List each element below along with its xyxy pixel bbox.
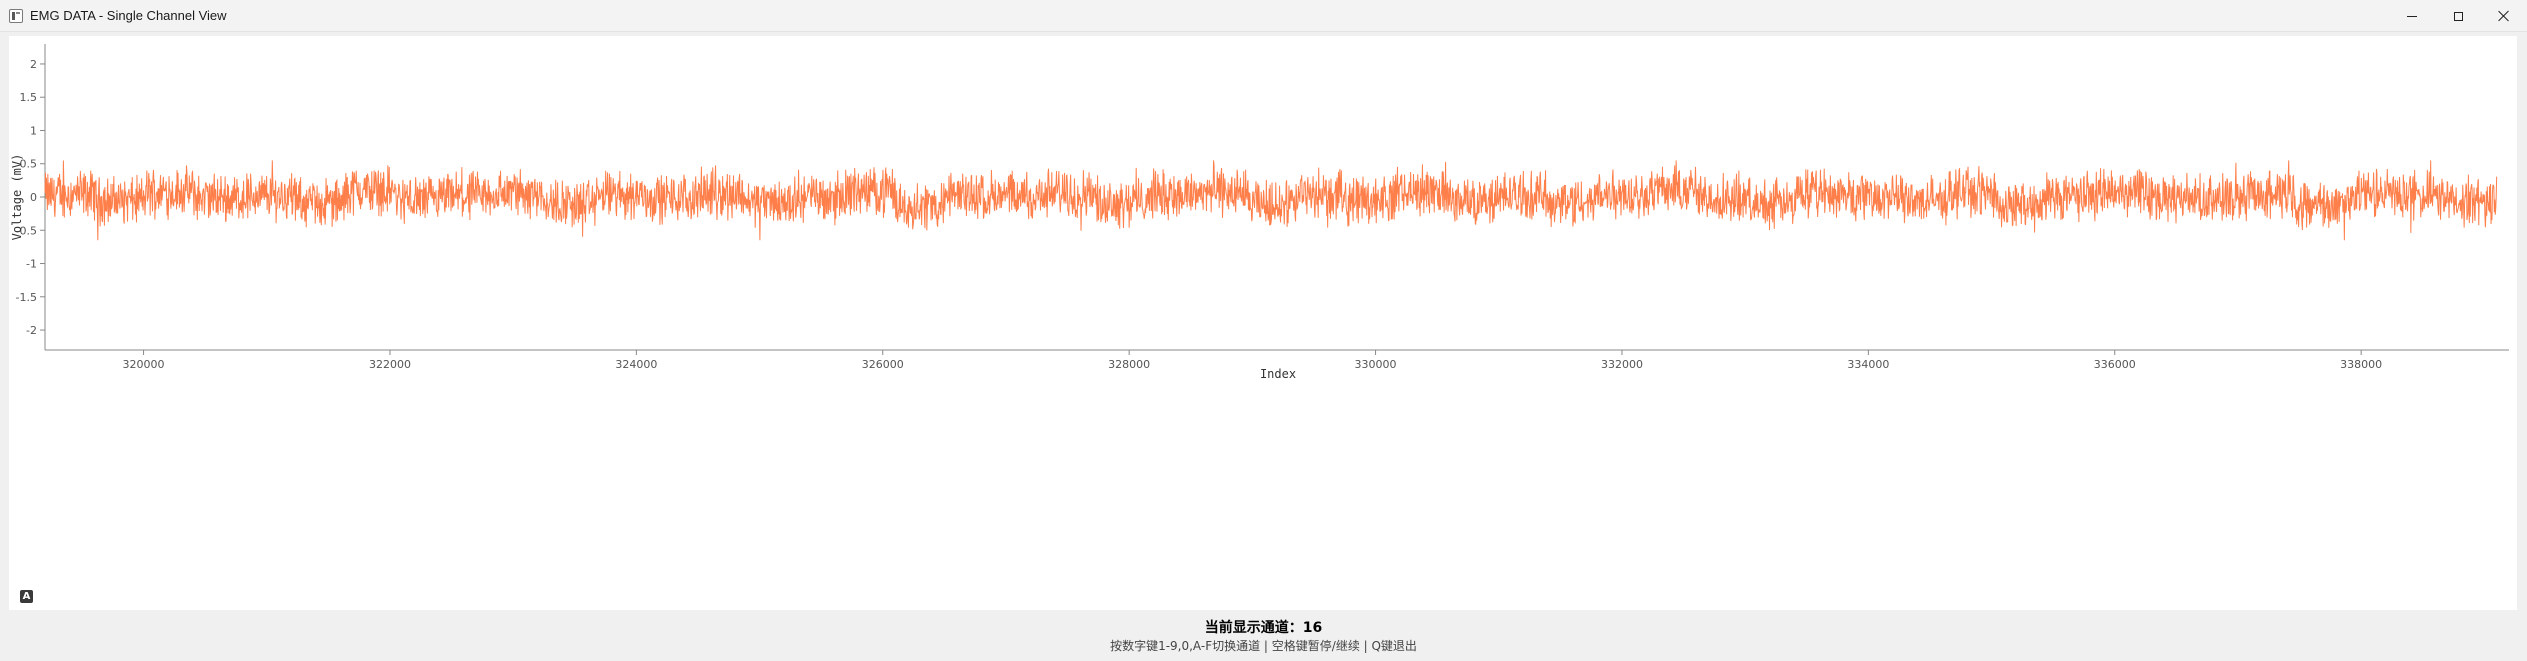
x-tick-label: 332000 — [1601, 358, 1643, 371]
y-tick-label: -1.5 — [16, 291, 37, 304]
y-axis: -2 -1.5 -1 -0.5 0 0.5 1 1.5 2 — [16, 44, 46, 350]
emg-chart[interactable]: -2 -1.5 -1 -0.5 0 0.5 1 1.5 2 320000 322000 324000… — [9, 36, 2517, 610]
y-tick-label: 0 — [30, 191, 37, 204]
channel-prefix: 当前显示通道： — [1204, 620, 1303, 636]
x-tick-label: 336000 — [2094, 358, 2136, 371]
x-axis: 320000 322000 324000 326000 328000 330000 3320… — [45, 349, 2509, 371]
x-tick-label: 334000 — [1847, 358, 1889, 371]
trace-layer — [44, 160, 2498, 241]
minimize-icon — [2407, 15, 2417, 17]
x-tick-label: 330000 — [1355, 358, 1397, 371]
x-tick-label: 326000 — [862, 358, 904, 371]
x-tick-label: 320000 — [123, 358, 165, 371]
x-tick-label: 328000 — [1108, 358, 1150, 371]
plot-widget[interactable]: -2 -1.5 -1 -0.5 0 0.5 1 1.5 2 320000 322000 324000… — [9, 36, 2517, 610]
x-tick-label: 324000 — [615, 358, 657, 371]
channel-number: 16 — [1302, 620, 1323, 636]
maximize-icon — [2453, 11, 2463, 21]
window-titlebar: EMG DATA - Single Channel View — [0, 0, 2527, 32]
y-tick-label: 0.5 — [20, 158, 38, 171]
status-bar: 当前显示通道：16 按数字键1-9,0,A-F切换通道 | 空格键暂停/继续 |… — [0, 612, 2527, 661]
x-tick-label: 338000 — [2340, 358, 2382, 371]
x-axis-label: Index — [1260, 367, 1296, 381]
close-icon — [2498, 10, 2510, 22]
y-tick-label: 1 — [30, 124, 37, 137]
y-axis-label: Voltage (mV) — [10, 154, 24, 241]
minimize-button[interactable] — [2389, 0, 2435, 32]
close-button[interactable] — [2481, 0, 2527, 32]
window-title: EMG DATA - Single Channel View — [30, 8, 227, 23]
maximize-button[interactable] — [2435, 0, 2481, 32]
keyboard-hint: 按数字键1-9,0,A-F切换通道 | 空格键暂停/继续 | Q键退出 — [1110, 639, 1417, 653]
y-tick-label: -1 — [26, 258, 37, 271]
auto-range-button[interactable]: A — [20, 590, 33, 603]
emg-trace-line — [44, 160, 2498, 241]
y-tick-label: 2 — [30, 58, 37, 71]
channel-indicator: 当前显示通道：16 — [0, 617, 2527, 637]
y-tick-label: -0.5 — [16, 224, 37, 237]
app-window-icon — [9, 9, 23, 23]
x-tick-label: 322000 — [369, 358, 411, 371]
y-tick-label: -2 — [26, 324, 37, 337]
y-tick-label: 1.5 — [20, 91, 38, 104]
